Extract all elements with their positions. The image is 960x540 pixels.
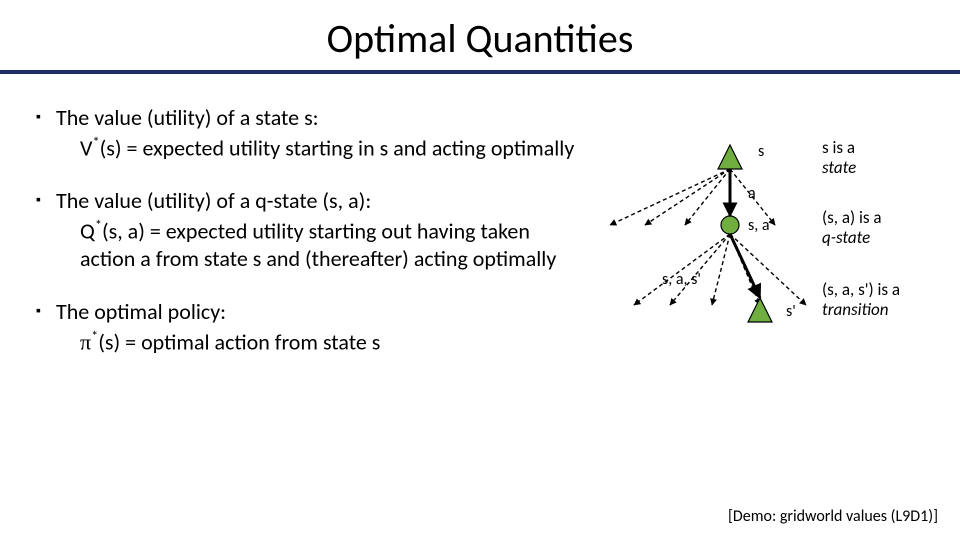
b3-rest: (s) = optimal action from state s <box>98 328 380 355</box>
annot-sa: (s, a) is a q-state <box>822 208 882 247</box>
annot-sas-2: transition <box>822 299 888 320</box>
bullet-1-sub: V*(s) = expected utility starting in s a… <box>80 134 576 162</box>
bullet-1-head: The value (utility) of a state s: <box>56 104 576 132</box>
bullet-marker: ▪ <box>36 298 56 324</box>
bullet-3-head: The optimal policy: <box>56 298 576 326</box>
bullet-1: ▪ The value (utility) of a state s: V*(s… <box>36 104 576 161</box>
annot-sas: (s, a, s') is a transition <box>822 280 900 319</box>
bullet-marker: ▪ <box>36 104 56 130</box>
bullet-2-head: The value (utility) of a q-state (s, a): <box>56 187 576 215</box>
annot-s-2: state <box>822 157 856 178</box>
label-s: s <box>758 142 764 161</box>
title-rule <box>0 70 960 74</box>
bullet-3: ▪ The optimal policy: π*(s) = optimal ac… <box>36 298 576 355</box>
b2-sym: Q <box>80 217 95 244</box>
bullet-2-sub: Q*(s, a) = expected utility starting out… <box>80 217 576 272</box>
diagram: s a s, a s, a, s' s' s is a state (s, a)… <box>600 130 940 370</box>
label-a: a <box>748 184 756 203</box>
b2-sup: * <box>95 216 102 234</box>
demo-note: [Demo: gridworld values (L9D1)] <box>728 507 938 526</box>
annot-sa-1: (s, a) is a <box>822 207 882 228</box>
b1-sym: V <box>80 134 92 161</box>
diagram-svg <box>600 130 940 370</box>
label-sprime: s' <box>786 302 796 321</box>
b1-rest: (s) = expected utility starting in s and… <box>100 134 575 161</box>
bullet-2: ▪ The value (utility) of a q-state (s, a… <box>36 187 576 272</box>
bullet-marker: ▪ <box>36 187 56 213</box>
b3-sym: π <box>80 329 91 354</box>
label-sas: s, a, s' <box>662 270 701 289</box>
annot-s-1: s is a <box>822 137 855 158</box>
slide-title: Optimal Quantities <box>0 14 960 63</box>
label-sa: s, a <box>748 216 770 235</box>
bullet-3-sub: π*(s) = optimal action from state s <box>80 328 576 356</box>
b1-sup: * <box>92 133 99 151</box>
bullet-list: ▪ The value (utility) of a state s: V*(s… <box>36 104 576 381</box>
b2-rest: (s, a) = expected utility starting out h… <box>80 217 556 272</box>
annot-sa-2: q-state <box>822 227 870 248</box>
annot-sas-1: (s, a, s') is a <box>822 279 900 300</box>
annot-s: s is a state <box>822 138 856 177</box>
